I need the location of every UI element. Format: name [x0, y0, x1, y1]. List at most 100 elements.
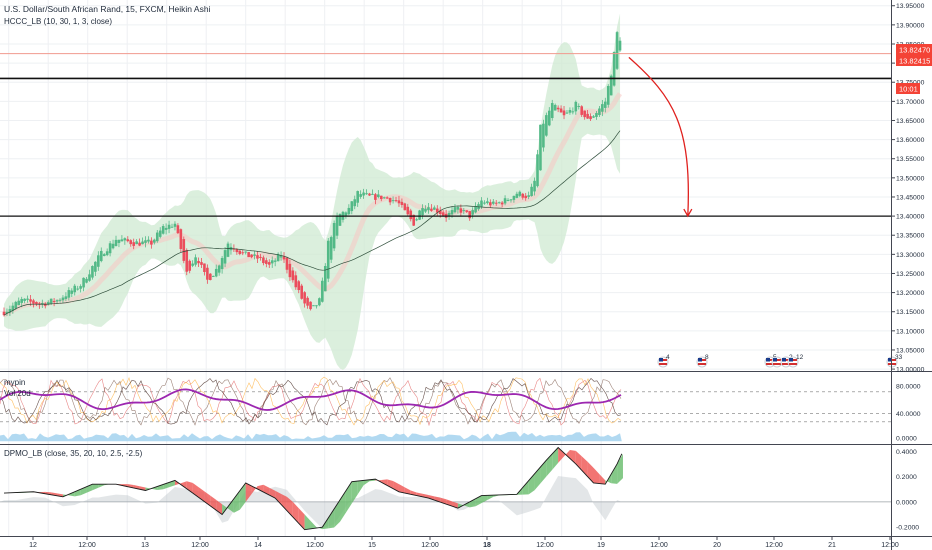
candle-body: [562, 110, 566, 116]
candle-body: [574, 101, 578, 112]
candle-body: [108, 243, 112, 254]
candle-body: [285, 257, 289, 270]
candle-body: [32, 300, 35, 304]
candle-body: [321, 280, 324, 302]
candle-body: [606, 85, 610, 105]
candle-body: [592, 116, 595, 118]
price-tick-label: 13.95000: [896, 3, 925, 10]
price-tick-label: 13.50000: [896, 175, 925, 182]
candle-body: [462, 210, 466, 212]
oscillator-tick-label: 80.0000: [896, 383, 921, 390]
candle-body: [568, 110, 572, 113]
candle-body: [500, 202, 504, 205]
candle-body: [123, 238, 127, 241]
dpmo-ribbon-segment: [487, 495, 494, 500]
candle-body: [247, 252, 250, 258]
candle-body: [465, 210, 469, 212]
candle-body: [453, 207, 457, 213]
dpmo-ribbon-segment: [552, 447, 559, 470]
candle-body: [161, 226, 165, 234]
candle-body: [338, 213, 342, 226]
candle-body: [601, 104, 604, 112]
candle-body: [379, 195, 383, 200]
price-tick-label: 13.90000: [896, 22, 925, 29]
candle-body: [52, 301, 56, 303]
level-lines: [0, 53, 891, 217]
candle-body: [120, 239, 124, 242]
countdown-badge: [896, 83, 920, 94]
dpmo-ribbon-segment: [239, 482, 246, 510]
candle-body: [480, 200, 483, 207]
candle-body: [126, 239, 130, 242]
price-tick-label: 13.45000: [896, 194, 925, 201]
candle-body: [164, 227, 168, 230]
candle-body: [397, 200, 401, 204]
indicator-legend[interactable]: HCCC_LB (10, 30, 1, 3, close): [4, 17, 113, 26]
time-tick-label: 12:00: [421, 542, 439, 549]
oscillator-label-vol[interactable]: Vol 20d: [4, 389, 31, 398]
dpmo-ribbon-segment: [469, 498, 476, 508]
flag-stripe: [773, 363, 781, 365]
candle-body: [99, 250, 103, 262]
candle-body: [359, 194, 362, 197]
price-axis[interactable]: 13.9500013.9000013.8500013.8000013.75000…: [891, 3, 925, 532]
candle-body: [512, 195, 516, 200]
event-count-label: 8: [705, 354, 709, 361]
candle-body: [315, 305, 318, 307]
candle-body: [456, 206, 460, 210]
candle-body: [176, 225, 180, 234]
candle-body: [300, 285, 303, 299]
candle-body: [382, 197, 386, 199]
arrow-head: [683, 208, 693, 218]
event-markers[interactable]: 48521233: [657, 354, 903, 368]
moving-average-line: [3, 130, 621, 316]
candle-body: [618, 40, 622, 51]
candle-body: [332, 223, 336, 249]
candle-body: [450, 210, 454, 215]
time-tick-label: 12: [29, 542, 37, 549]
time-tick-label: 12:00: [765, 542, 783, 549]
candle-body: [17, 300, 21, 306]
candle-body: [468, 211, 472, 219]
candle-body: [279, 255, 283, 258]
time-axis[interactable]: 12 12:00 13 12:00 14 12:00 15 12:00 18 12:00 19 12:…: [29, 536, 899, 549]
candle-body: [76, 288, 79, 290]
candle-body: [82, 277, 85, 288]
candle-body: [362, 192, 365, 196]
dpmo-ribbon-segment: [351, 481, 358, 504]
price-tick-label: 13.25000: [896, 271, 925, 278]
candle-body: [542, 123, 545, 148]
candle-body: [29, 299, 32, 302]
dpmo-tick-label: -0.2000: [896, 525, 919, 532]
dpmo-ribbon-segment: [275, 490, 282, 505]
candle-body: [49, 298, 53, 304]
price-tick-label: 13.70000: [896, 99, 925, 106]
candle-body: [497, 202, 501, 204]
candle-body: [550, 103, 554, 119]
candle-body: [394, 200, 398, 202]
candle-body: [312, 305, 315, 307]
oscillator-label-mypin[interactable]: mypin: [4, 378, 26, 387]
flag-canton: [773, 358, 777, 362]
event-count-label: 12: [796, 354, 804, 361]
candle-body: [291, 270, 295, 281]
candle-body: [105, 251, 109, 256]
candle-body: [521, 193, 525, 198]
candle-body: [598, 108, 601, 115]
candle-body: [147, 239, 150, 242]
candle-body: [353, 199, 357, 207]
candle-body: [235, 249, 239, 253]
dpmo-ribbon-segment: [257, 484, 264, 493]
oscillator-line: [0, 377, 622, 427]
dpmo-ribbon-segment: [245, 482, 252, 502]
candle-body: [435, 208, 439, 213]
arrow-annotation[interactable]: [628, 56, 693, 218]
candle-body: [170, 226, 174, 228]
candle-body: [155, 232, 159, 242]
candle-body: [294, 275, 298, 288]
candles: [2, 31, 622, 317]
dpmo-label[interactable]: DPMO_LB (close, 35, 20, 10, 2.5, -2.5): [4, 449, 143, 458]
candle-body: [267, 262, 271, 265]
